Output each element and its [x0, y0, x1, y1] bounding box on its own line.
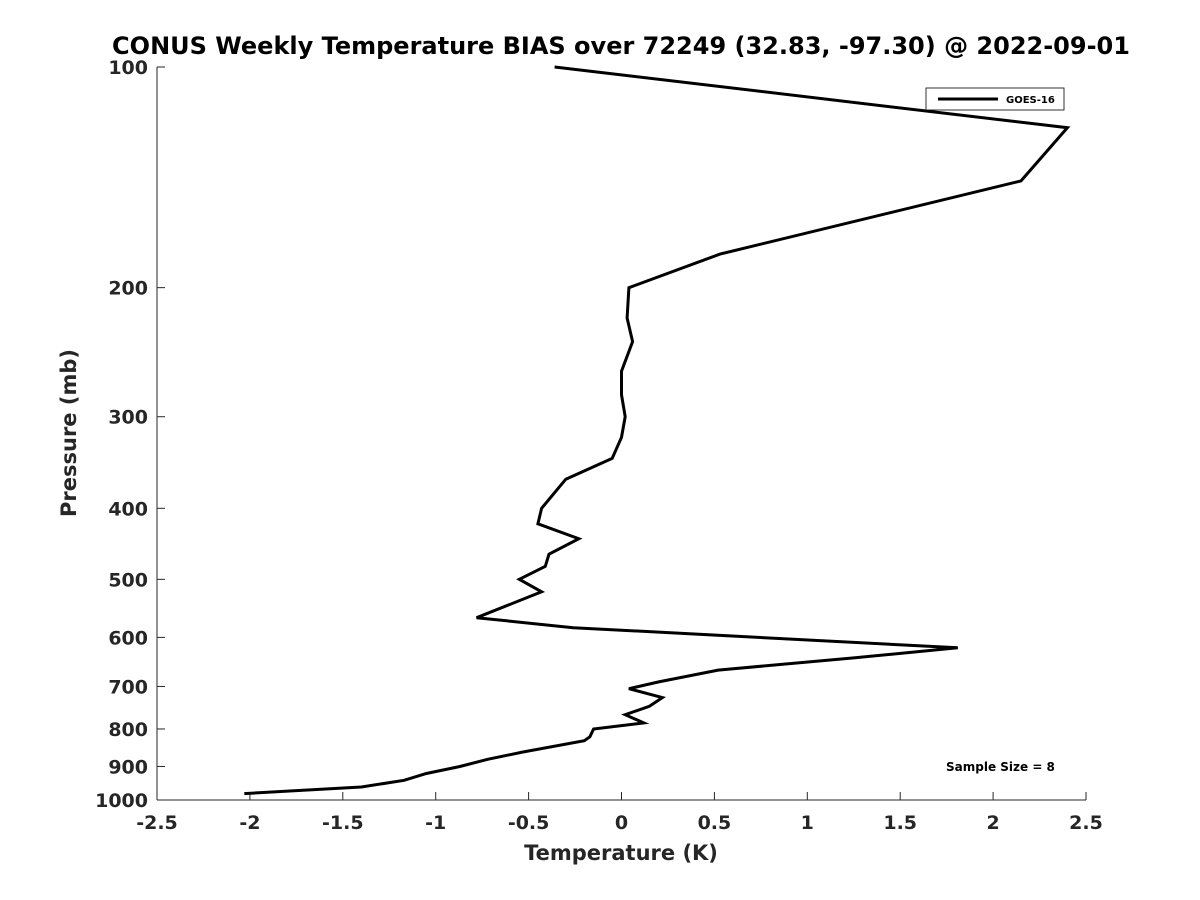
- y-tick-label: 200: [108, 278, 148, 300]
- x-tick-label: 1.5: [883, 812, 917, 834]
- series-layer: [244, 65, 1071, 796]
- x-tick-label: -2: [239, 812, 260, 834]
- y-tick-label: 400: [108, 498, 148, 520]
- y-axis-label: Pressure (mb): [57, 349, 81, 517]
- x-tick-label: 1: [801, 812, 814, 834]
- y-tick-label: 800: [108, 719, 148, 741]
- y-tick-label: 500: [108, 569, 148, 591]
- x-tick-label: 2: [986, 812, 999, 834]
- y-tick-label: 300: [108, 407, 148, 429]
- x-tick-label: -1.5: [322, 812, 364, 834]
- x-tick-label: 2.5: [1069, 812, 1103, 834]
- chart-title: CONUS Weekly Temperature BIAS over 72249…: [112, 32, 1130, 60]
- y-tick-label: 1000: [95, 790, 148, 812]
- x-tick-label: -2.5: [136, 812, 178, 834]
- sample-size-annotation: Sample Size = 8: [946, 760, 1055, 774]
- y-tick-label: 600: [108, 627, 148, 649]
- legend-label-goes16: GOES-16: [1006, 95, 1055, 106]
- series-line-0: [244, 65, 1071, 796]
- x-tick-label: -1: [425, 812, 446, 834]
- y-tick-label: 100: [108, 57, 148, 79]
- x-tick-label: 0.5: [698, 812, 732, 834]
- x-ticks: -2.5 -2 -1.5 -1 -0.5 0 0.5 1 1.5 2 2.5: [136, 792, 1103, 834]
- x-axis-label: Temperature (K): [524, 841, 718, 865]
- legend: GOES-16: [925, 87, 1065, 111]
- y-tick-label: 700: [108, 676, 148, 698]
- y-tick-label: 900: [108, 756, 148, 778]
- x-tick-label: 0: [615, 812, 628, 834]
- y-ticks: 100 200 300 400 500 600 700 800 900 1000: [95, 57, 165, 812]
- x-tick-label: -0.5: [508, 812, 550, 834]
